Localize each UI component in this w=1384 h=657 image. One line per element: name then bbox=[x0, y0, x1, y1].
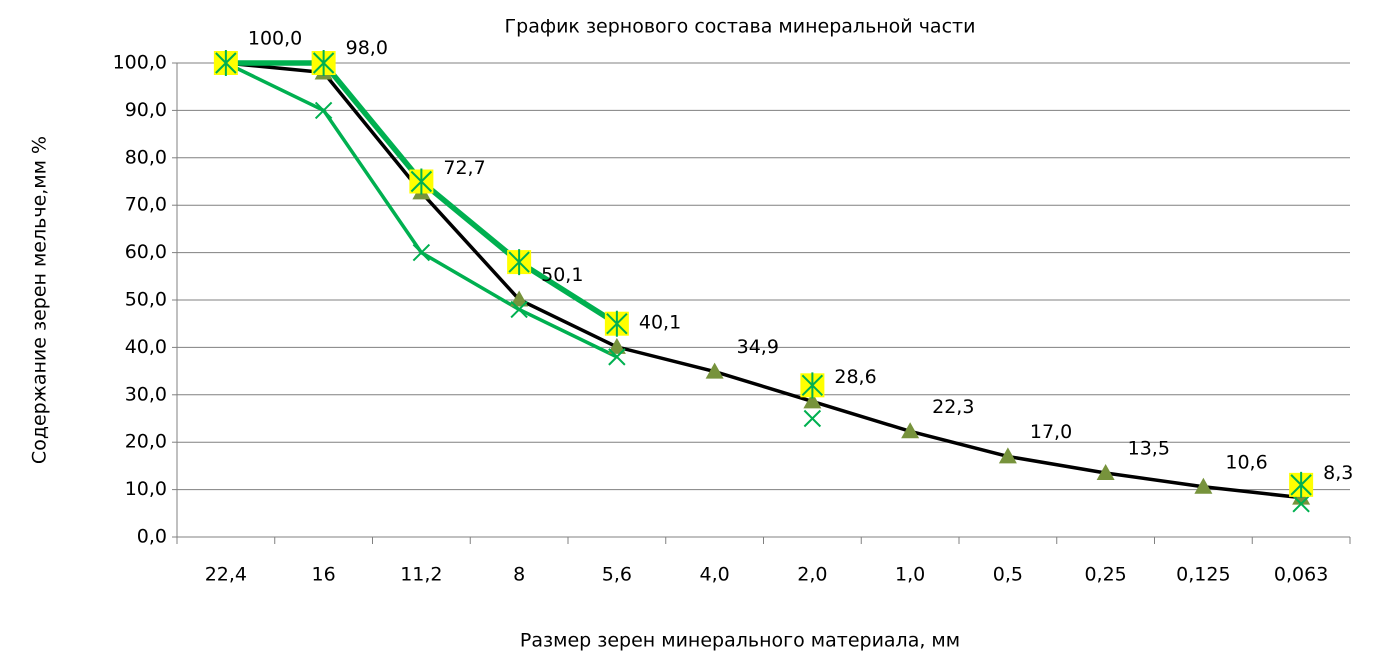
marker bbox=[608, 348, 626, 366]
marker-star bbox=[801, 372, 824, 399]
marker bbox=[510, 290, 529, 307]
marker bbox=[314, 101, 333, 120]
marker bbox=[803, 409, 822, 428]
x-tick-label: 1,0 bbox=[895, 564, 925, 586]
y-tick-label: 10,0 bbox=[125, 478, 167, 500]
series-line bbox=[225, 61, 1302, 500]
marker-star bbox=[312, 50, 335, 76]
marker bbox=[412, 243, 431, 262]
x-tick-label: 16 bbox=[312, 564, 336, 586]
x-tick-label: 0,063 bbox=[1274, 564, 1328, 586]
data-label: 40,1 bbox=[639, 311, 681, 333]
marker-star bbox=[1290, 471, 1312, 498]
y-tick-label: 100,0 bbox=[113, 52, 167, 74]
marker bbox=[1194, 477, 1213, 494]
x-tick-label: 2,0 bbox=[797, 564, 827, 586]
marker bbox=[1292, 495, 1310, 513]
y-tick-label: 0,0 bbox=[137, 526, 167, 548]
x-tick-label: 22,4 bbox=[205, 564, 247, 586]
y-tick-label: 50,0 bbox=[125, 289, 167, 311]
marker-star bbox=[606, 310, 628, 337]
x-tick-label: 5,6 bbox=[602, 564, 632, 586]
marker bbox=[607, 337, 626, 354]
data-label: 98,0 bbox=[346, 37, 388, 59]
x-axis-title: Размер зерен минерального материала, мм bbox=[520, 630, 960, 652]
data-label: 10,6 bbox=[1225, 451, 1267, 473]
y-tick-label: 30,0 bbox=[125, 383, 167, 405]
x-tick-label: 0,125 bbox=[1176, 564, 1230, 586]
data-label: 22,3 bbox=[932, 396, 974, 418]
marker bbox=[803, 392, 822, 409]
data-label: 13,5 bbox=[1128, 438, 1170, 460]
marker bbox=[705, 362, 724, 379]
marker bbox=[510, 300, 528, 319]
y-tick-label: 80,0 bbox=[125, 146, 167, 168]
x-tick-label: 4,0 bbox=[700, 564, 730, 586]
marker-star bbox=[410, 168, 433, 195]
x-tick-label: 8 bbox=[513, 564, 525, 586]
data-label: 72,7 bbox=[443, 157, 485, 179]
y-tick-label: 20,0 bbox=[125, 431, 167, 453]
y-tick-label: 90,0 bbox=[125, 99, 167, 121]
chart-title: График зернового состава минеральной час… bbox=[505, 16, 976, 38]
x-tick-label: 0,5 bbox=[993, 564, 1023, 586]
x-tick-label: 0,25 bbox=[1084, 564, 1126, 586]
y-tick-label: 40,0 bbox=[125, 336, 167, 358]
y-axis-title: Содержание зерен мельче,мм % bbox=[29, 136, 51, 464]
marker bbox=[998, 447, 1017, 464]
data-label: 17,0 bbox=[1030, 421, 1072, 443]
marker bbox=[901, 422, 920, 439]
data-label: 28,6 bbox=[834, 366, 876, 388]
y-tick-label: 70,0 bbox=[125, 194, 167, 216]
marker bbox=[1096, 464, 1115, 481]
marker-star bbox=[215, 50, 237, 76]
x-tick-label: 11,2 bbox=[400, 564, 442, 586]
data-label: 34,9 bbox=[737, 336, 779, 358]
y-tick-label: 60,0 bbox=[125, 241, 167, 263]
data-label: 50,1 bbox=[541, 264, 583, 286]
marker-star bbox=[508, 249, 530, 276]
data-label: 8,3 bbox=[1323, 462, 1353, 484]
data-label: 100,0 bbox=[248, 28, 302, 50]
series-line bbox=[226, 63, 1301, 485]
